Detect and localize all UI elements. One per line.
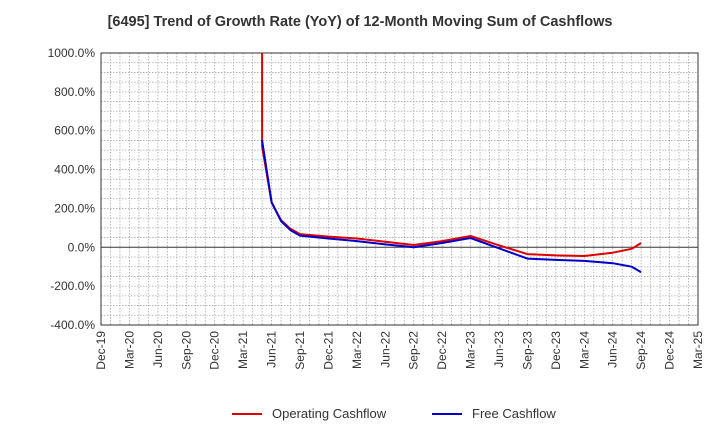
- x-tick-label: Dec-19: [94, 331, 108, 370]
- chart-title: [6495] Trend of Growth Rate (YoY) of 12-…: [107, 14, 613, 30]
- x-tick-label: Dec-24: [663, 331, 677, 370]
- x-tick-label: Jun-20: [151, 331, 165, 368]
- x-tick-label: Mar-23: [464, 331, 478, 369]
- series-line-free-cashflow: [261, 140, 642, 274]
- x-tick-label: Jun-22: [378, 331, 392, 368]
- x-tick-label: Sep-20: [179, 331, 193, 370]
- series-lines: [261, 53, 642, 274]
- legend-item-operating-cashflow: Operating Cashflow: [232, 406, 386, 421]
- y-tick-labels: 1000.0% 800.0% 600.0% 400.0% 200.0% 0.0% -200.…: [48, 46, 96, 332]
- x-tick-label: Dec-20: [208, 331, 222, 370]
- y-tick-label: 600.0%: [54, 124, 95, 138]
- x-tick-label: Mar-22: [350, 331, 364, 369]
- legend-label-free-cashflow: Free Cashflow: [472, 406, 556, 421]
- legend: Operating Cashflow Free Cashflow: [0, 406, 720, 426]
- y-tick-label: 200.0%: [54, 201, 95, 215]
- plot-frame: [100, 52, 699, 326]
- x-tick-labels: Dec-19 Mar-20 Jun-20 Sep-20 Dec-20 Mar-21 Jun-…: [94, 331, 705, 370]
- x-tick-label: Mar-20: [122, 331, 136, 369]
- legend-swatch-operating-cashflow: [232, 412, 262, 415]
- x-tick-label: Dec-22: [435, 331, 449, 370]
- axes: [100, 52, 699, 326]
- legend-swatch-free-cashflow: [432, 412, 462, 415]
- y-tick-label: -200.0%: [50, 279, 95, 293]
- x-tick-label: Sep-21: [293, 331, 307, 370]
- x-tick-label: Sep-24: [634, 331, 648, 370]
- x-tick-label: Jun-23: [492, 331, 506, 368]
- x-tick-label: Mar-25: [691, 331, 705, 369]
- y-tick-label: 0.0%: [68, 240, 96, 254]
- x-tick-label: Jun-21: [265, 331, 279, 368]
- y-tick-label: 400.0%: [54, 163, 95, 177]
- x-tick-label: Sep-22: [407, 331, 421, 370]
- legend-label-operating-cashflow: Operating Cashflow: [272, 406, 387, 421]
- x-tick-label: Sep-23: [520, 331, 534, 370]
- y-tick-label: 1000.0%: [48, 46, 96, 60]
- x-tick-label: Jun-24: [606, 331, 620, 368]
- y-tick-label: -400.0%: [50, 318, 95, 332]
- y-tick-label: 800.0%: [54, 85, 95, 99]
- grid-lines: [100, 52, 699, 326]
- x-tick-label: Dec-21: [321, 331, 335, 370]
- x-tick-label: Dec-23: [549, 331, 563, 370]
- x-tick-label: Mar-21: [236, 331, 250, 369]
- legend-item-free-cashflow: Free Cashflow: [432, 406, 556, 421]
- x-tick-label: Mar-24: [577, 331, 591, 369]
